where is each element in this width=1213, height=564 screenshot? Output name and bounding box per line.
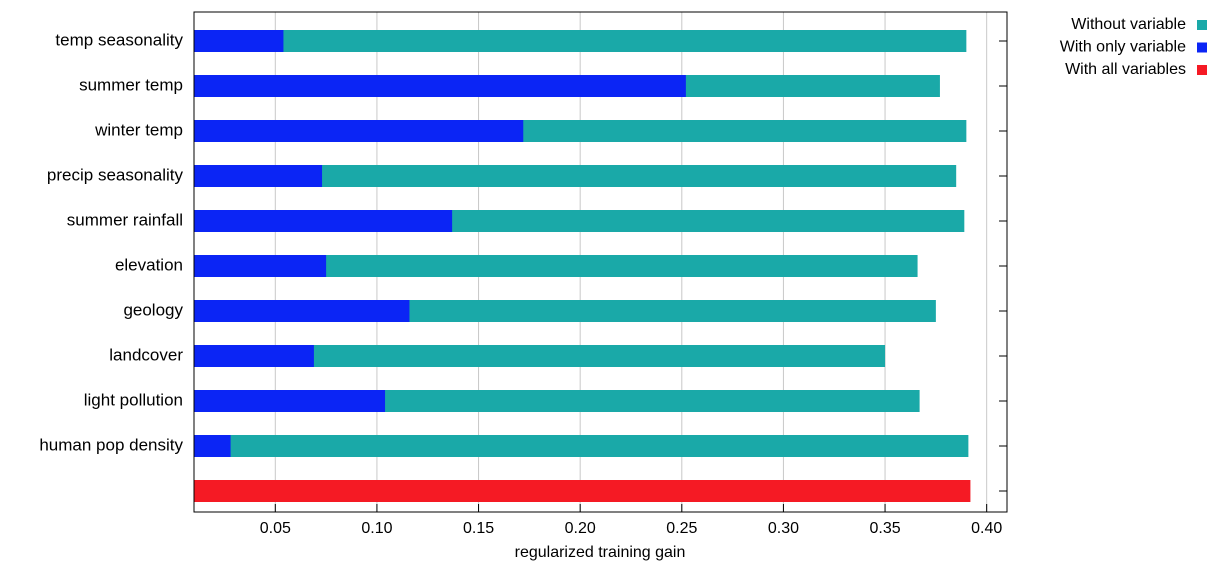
bar (194, 255, 327, 277)
y-tick-label: human pop density (39, 435, 183, 454)
bar (194, 435, 231, 457)
legend-swatch (1197, 20, 1207, 30)
bar (194, 390, 386, 412)
bar (194, 480, 971, 502)
bar (194, 165, 957, 187)
bar (194, 255, 918, 277)
bar (194, 210, 453, 232)
y-tick-label: summer rainfall (67, 210, 183, 229)
x-tick-label: 0.40 (971, 520, 1002, 537)
y-tick-label: temp seasonality (55, 30, 183, 49)
bar (194, 165, 323, 187)
x-axis-title: regularized training gain (515, 544, 686, 561)
plot-frame (193, 11, 1008, 513)
legend-label: With all variables (1065, 61, 1186, 78)
x-tick-label: 0.35 (869, 520, 900, 537)
x-tick-label: 0.25 (666, 520, 697, 537)
x-tick-label: 0.10 (361, 520, 392, 537)
x-tick-label: 0.05 (260, 520, 291, 537)
y-tick-label: precip seasonality (47, 165, 184, 184)
bar (194, 345, 886, 367)
x-tick-label: 0.20 (565, 520, 596, 537)
y-tick-label: elevation (115, 255, 183, 274)
y-tick-label: geology (123, 300, 183, 319)
bar (194, 345, 314, 367)
bar (194, 300, 410, 322)
x-tick-label: 0.15 (463, 520, 494, 537)
bar (194, 30, 967, 52)
y-tick-label: landcover (109, 345, 183, 364)
y-tick-label: light pollution (84, 390, 183, 409)
bar (194, 120, 524, 142)
y-tick-label: summer temp (79, 75, 183, 94)
x-tick-label: 0.30 (768, 520, 799, 537)
legend-label: With only variable (1060, 39, 1186, 56)
bar (194, 30, 284, 52)
legend-label: Without variable (1071, 16, 1186, 33)
bar (194, 435, 969, 457)
bar (194, 75, 686, 97)
y-tick-label: winter temp (94, 120, 183, 139)
legend-swatch (1197, 42, 1207, 53)
legend-swatch (1197, 65, 1207, 75)
